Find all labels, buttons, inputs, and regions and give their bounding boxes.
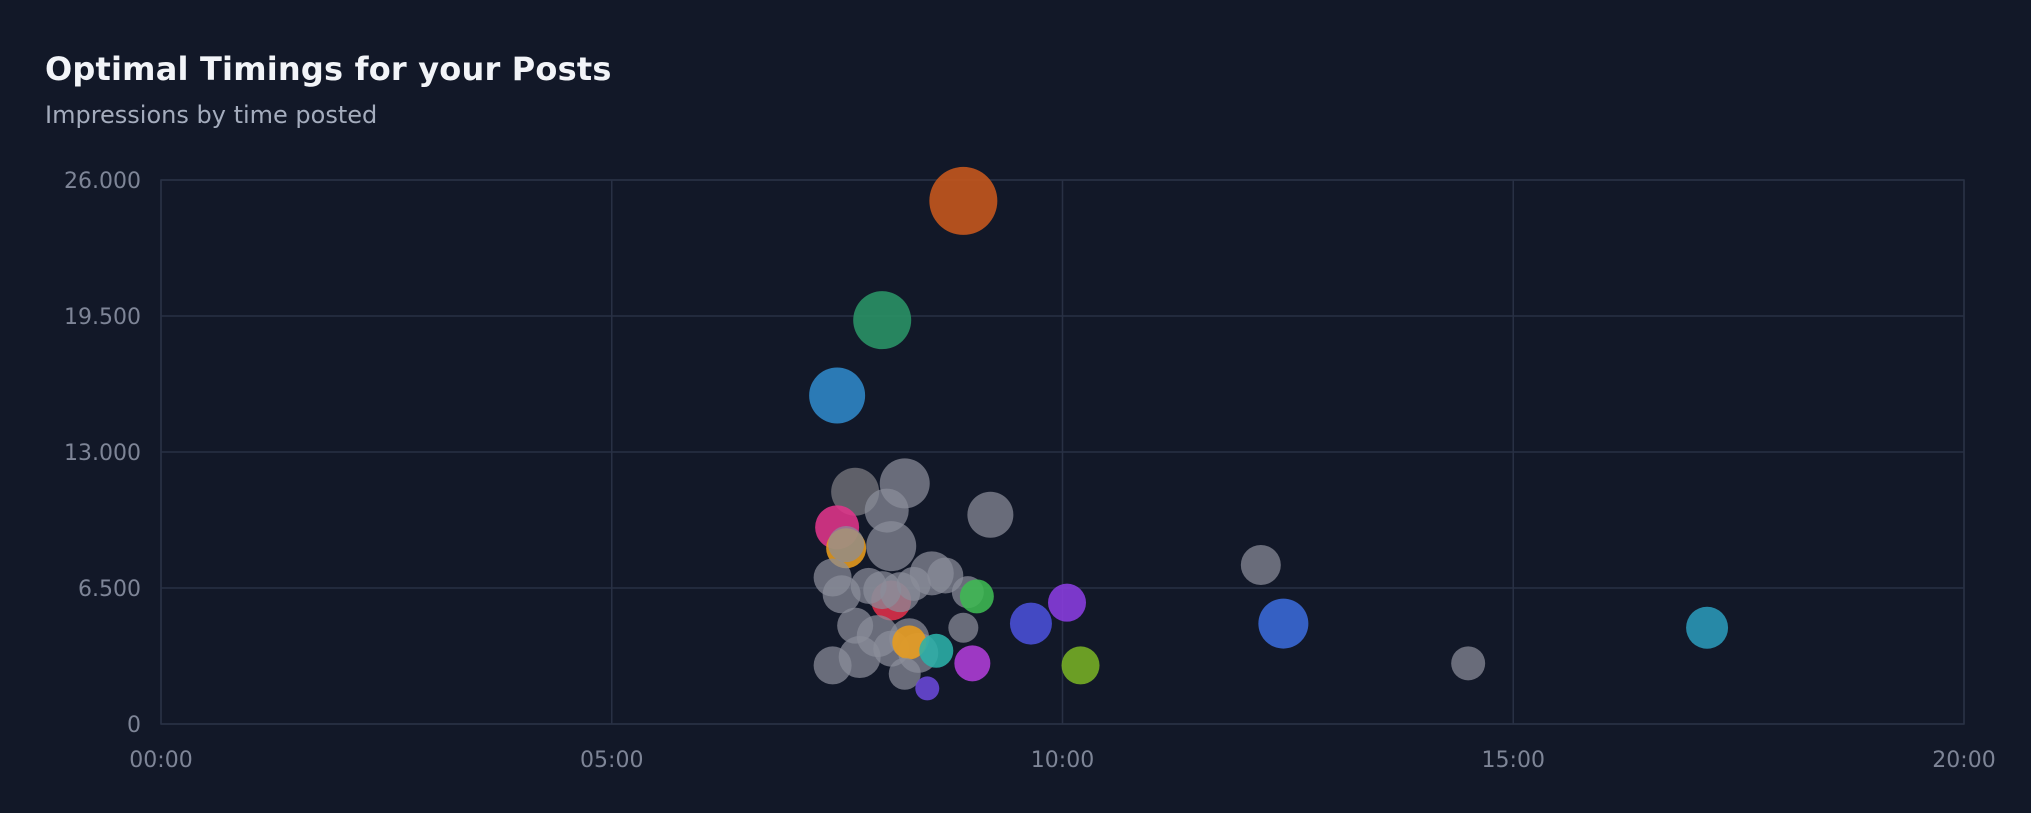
y-tick-label: 26.000 (64, 169, 141, 194)
chart-title: Optimal Timings for your Posts (45, 50, 612, 88)
data-point-bubble[interactable] (888, 657, 921, 690)
y-tick-label: 19.500 (64, 305, 141, 330)
data-point-bubble[interactable] (866, 521, 917, 572)
data-point-bubble[interactable] (850, 567, 887, 604)
data-point-bubble[interactable] (1451, 646, 1486, 681)
y-tick-label: 6.500 (78, 577, 141, 602)
data-point-bubble[interactable] (864, 488, 909, 533)
data-point-bubble[interactable] (1686, 606, 1729, 649)
grid (160, 179, 1965, 725)
data-points (809, 166, 1729, 701)
data-point-bubble[interactable] (896, 566, 931, 601)
chart-subtitle: Impressions by time posted (45, 101, 378, 129)
data-point-bubble[interactable] (967, 491, 1014, 538)
x-tick-label: 15:00 (1482, 748, 1545, 773)
data-point-bubble[interactable] (929, 166, 998, 235)
data-point-bubble[interactable] (1009, 602, 1052, 645)
data-point-bubble[interactable] (915, 676, 940, 701)
data-point-bubble[interactable] (1258, 598, 1309, 649)
data-point-bubble[interactable] (892, 625, 927, 660)
data-point-bubble[interactable] (813, 646, 852, 685)
data-point-bubble[interactable] (919, 633, 954, 668)
data-point-bubble[interactable] (954, 645, 991, 682)
data-point-bubble[interactable] (853, 291, 912, 350)
data-point-bubble[interactable] (959, 579, 994, 614)
data-point-bubble[interactable] (948, 612, 979, 643)
data-point-bubble[interactable] (809, 367, 866, 424)
data-point-bubble[interactable] (1061, 646, 1100, 685)
y-tick-label: 13.000 (64, 441, 141, 466)
axis-ticks: 0 6.500 13.000 19.500 26.000 00:00 05:00 10:00 1… (64, 169, 1996, 773)
y-tick-label: 0 (127, 713, 141, 738)
x-tick-label: 20:00 (1932, 748, 1995, 773)
data-point-bubble[interactable] (1240, 544, 1281, 585)
x-tick-label: 10:00 (1031, 748, 1094, 773)
x-tick-label: 05:00 (580, 748, 643, 773)
data-point-bubble[interactable] (1048, 583, 1087, 622)
data-point-bubble[interactable] (828, 526, 865, 563)
x-tick-label: 00:00 (129, 748, 192, 773)
